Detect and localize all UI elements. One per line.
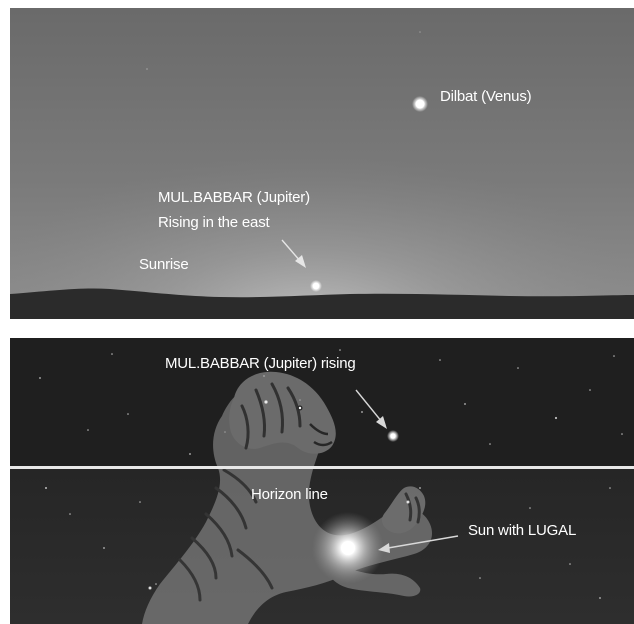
sunrise-label: Sunrise <box>139 256 189 273</box>
night-sky-illustration <box>10 338 634 624</box>
faint-star <box>146 68 148 70</box>
sun-pointer-arrow <box>378 535 459 553</box>
night-sky-panel: MUL.BABBAR (Jupiter) rising Horizon line… <box>10 338 634 624</box>
faint-star <box>419 31 421 33</box>
jupiter-planet-bottom <box>390 433 396 439</box>
horizon-label: Horizon line <box>251 486 328 503</box>
lion-star <box>263 399 269 405</box>
sun-core <box>341 541 355 555</box>
dawn-glow <box>10 8 634 319</box>
jupiter-rising-arrow <box>355 389 387 429</box>
dawn-sky-illustration <box>10 8 634 319</box>
jupiter-core <box>312 282 320 290</box>
venus-core <box>415 99 425 109</box>
sun-label: Sun with LUGAL <box>468 522 577 539</box>
ground-horizon <box>10 288 634 319</box>
jupiter-label-line2: Rising in the east <box>158 214 270 231</box>
dawn-sky-panel: Dilbat (Venus) MUL.BABBAR (Jupiter) Risi… <box>10 8 634 319</box>
jupiter-pointer-arrow <box>281 239 306 268</box>
jupiter-label-line1: MUL.BABBAR (Jupiter) <box>158 189 310 206</box>
jupiter-rising-label: MUL.BABBAR (Jupiter) rising <box>165 355 356 372</box>
lion-star <box>298 406 302 410</box>
horizon-line <box>10 466 634 469</box>
lion-star <box>148 586 152 590</box>
venus-label: Dilbat (Venus) <box>440 88 532 105</box>
lion-star <box>406 500 410 504</box>
